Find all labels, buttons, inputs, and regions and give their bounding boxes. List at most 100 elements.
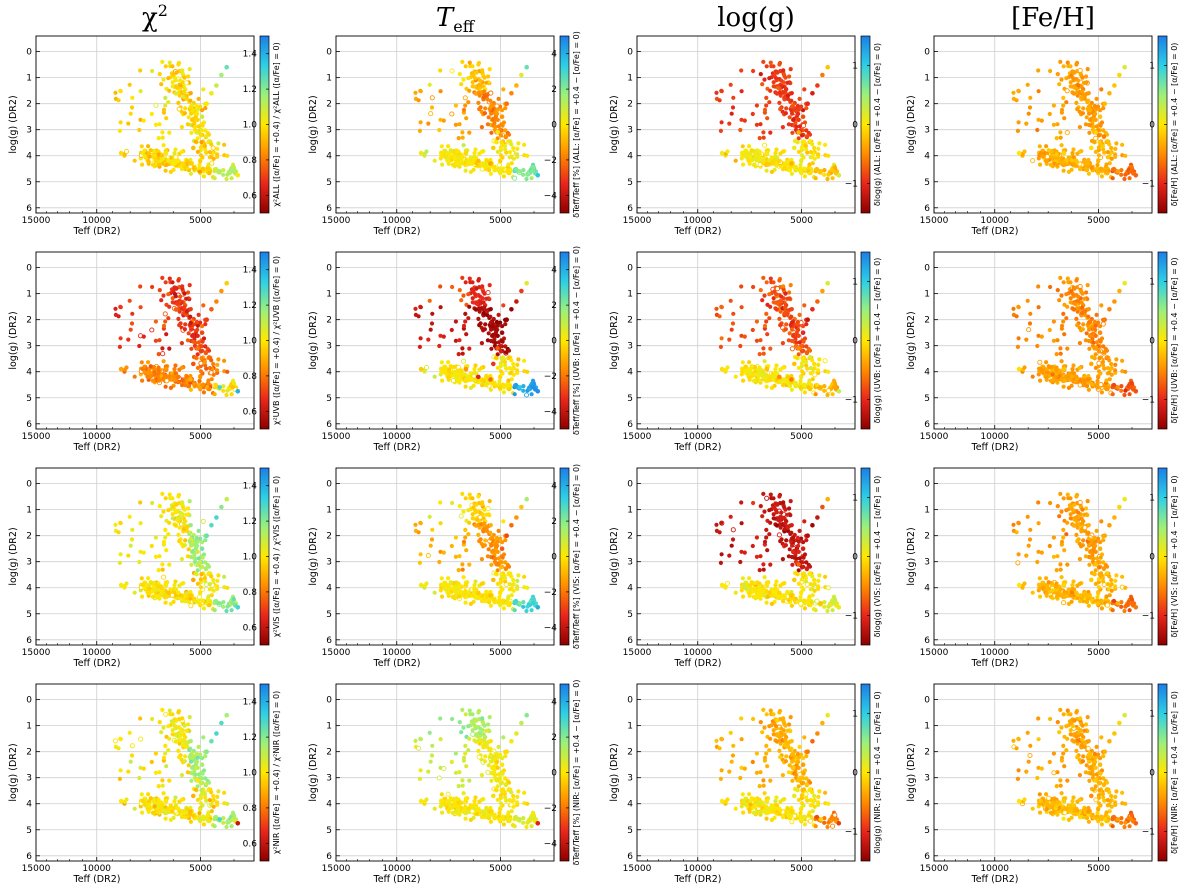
star-point xyxy=(474,517,480,522)
star-point xyxy=(203,538,208,543)
star-point xyxy=(738,127,743,133)
star-point xyxy=(197,385,202,390)
star-point xyxy=(141,334,146,339)
star-point xyxy=(787,506,792,511)
star-point xyxy=(495,136,500,141)
star-point xyxy=(1074,158,1079,164)
star-point xyxy=(776,532,782,538)
star-point xyxy=(430,311,435,316)
star-point xyxy=(482,305,487,310)
star-point xyxy=(1049,378,1054,383)
star-point xyxy=(166,374,171,379)
star-point xyxy=(804,134,810,139)
star-point xyxy=(182,305,187,310)
star-point xyxy=(217,169,222,174)
star-point xyxy=(183,106,188,111)
star-point xyxy=(1074,100,1079,105)
star-point xyxy=(472,583,477,588)
star-point xyxy=(193,571,198,576)
star-point xyxy=(805,317,810,323)
star-point xyxy=(460,351,465,356)
star-point xyxy=(182,75,187,80)
star-point xyxy=(503,560,508,565)
star-point xyxy=(495,543,500,548)
star-point xyxy=(1015,344,1021,349)
star-point xyxy=(748,154,753,159)
star-point xyxy=(1093,111,1098,116)
star-point xyxy=(797,96,802,101)
star-point xyxy=(1048,68,1053,74)
star-point xyxy=(507,603,512,608)
y-tick-label: 0 xyxy=(26,480,32,490)
star-point xyxy=(425,553,431,559)
y-tick-label: 1 xyxy=(326,506,332,516)
star-point xyxy=(774,147,779,152)
star-point xyxy=(203,128,208,133)
star-point xyxy=(450,284,455,290)
star-point xyxy=(787,290,792,295)
star-point xyxy=(783,507,788,512)
star-point xyxy=(1044,159,1049,164)
star-point xyxy=(752,378,757,383)
star-point xyxy=(156,155,161,160)
star-point xyxy=(124,365,129,370)
star-point xyxy=(188,104,193,109)
star-point xyxy=(178,299,183,304)
star-point xyxy=(496,528,501,534)
star-point xyxy=(775,517,781,522)
star-point xyxy=(1062,116,1067,121)
star-point xyxy=(146,576,151,581)
star-point xyxy=(801,123,807,129)
star-point xyxy=(202,576,207,581)
star-point xyxy=(485,554,490,559)
y-tick-label: 4 xyxy=(924,152,930,162)
star-point xyxy=(140,378,145,383)
y-tick-label: 3 xyxy=(26,126,32,136)
star-point xyxy=(472,151,477,156)
column-title: Teff xyxy=(436,3,476,36)
star-point xyxy=(463,319,468,324)
star-point xyxy=(771,296,776,301)
y-axis-label: log(g) (DR2) xyxy=(609,95,620,153)
x-axis-label: Teff (DR2) xyxy=(73,442,121,453)
x-axis-label: Teff (DR2) xyxy=(73,226,121,237)
star-point xyxy=(149,111,154,117)
star-point xyxy=(1055,72,1060,77)
star-point xyxy=(747,144,752,149)
y-tick-label: 2 xyxy=(627,100,633,110)
star-point xyxy=(466,532,471,537)
star-point xyxy=(149,543,154,549)
x-tick-label: 15000 xyxy=(623,432,652,442)
star-point xyxy=(773,508,779,513)
star-point xyxy=(1036,89,1041,94)
colorbar-tick-label: −1 xyxy=(1142,396,1155,406)
star-point xyxy=(198,360,204,366)
star-point xyxy=(484,93,489,98)
colorbar-label: δTeff/Teff [%] (VIS: [α/Fe] = +0.4 − [α/… xyxy=(572,464,581,649)
star-point xyxy=(521,168,526,173)
star-point xyxy=(159,82,164,87)
star-point xyxy=(741,378,746,383)
star-point xyxy=(222,142,227,147)
star-point xyxy=(160,567,165,572)
star-point xyxy=(503,566,509,571)
star-point xyxy=(480,68,485,73)
star-point xyxy=(437,559,442,565)
star-point xyxy=(810,161,815,166)
star-point xyxy=(163,150,169,156)
star-point xyxy=(519,504,524,510)
x-axis-label: Teff (DR2) xyxy=(73,658,121,669)
star-point xyxy=(742,118,747,123)
star-point xyxy=(728,82,733,87)
star-point xyxy=(221,388,226,393)
star-point xyxy=(1092,103,1097,109)
star-point xyxy=(217,385,222,390)
star-point xyxy=(195,327,200,332)
star-point xyxy=(418,304,423,309)
star-point xyxy=(1111,166,1117,172)
colorbar-tick-label: 1.2 xyxy=(243,517,257,527)
star-point xyxy=(488,171,493,176)
star-point xyxy=(118,520,123,526)
